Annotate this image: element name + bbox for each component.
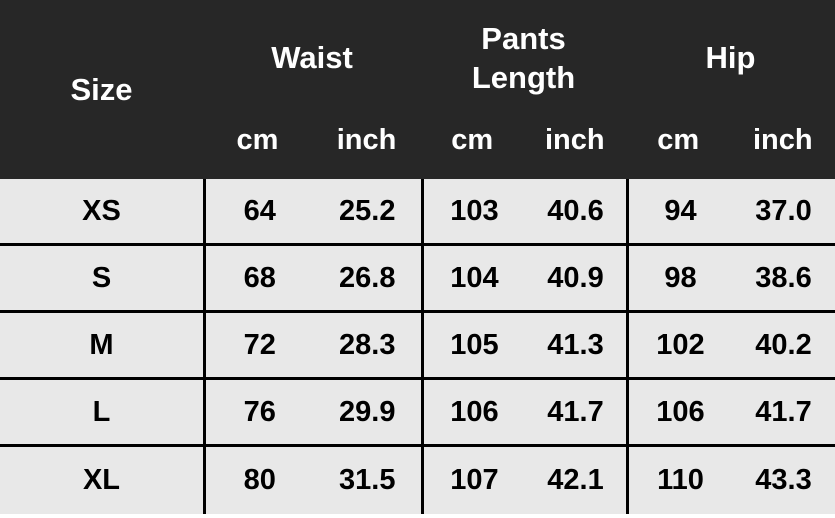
value-cell: 40.2 bbox=[755, 328, 812, 361]
unit-header-waist-cm: cm bbox=[236, 123, 279, 156]
unit-header-pants-inch: inch bbox=[544, 123, 605, 156]
measure-value-group: 76 29.9 bbox=[203, 380, 421, 444]
value-cell: 110 bbox=[657, 464, 704, 496]
value-cell: 105 bbox=[450, 328, 499, 361]
value-cell: 64 bbox=[243, 194, 276, 227]
measure-value-group: 64 25.2 bbox=[203, 179, 421, 243]
value-cell: 43.3 bbox=[755, 464, 812, 496]
value-cell: 40.6 bbox=[547, 194, 604, 227]
unit-header-hip-cm: cm bbox=[657, 123, 700, 156]
unit-header-pants-cm: cm bbox=[451, 123, 494, 156]
value-cell: 37.0 bbox=[755, 194, 812, 227]
measure-value-group: 107 42.1 bbox=[421, 447, 626, 514]
table-row: M 72 28.3 105 41.3 102 40.2 bbox=[0, 313, 835, 380]
table-row: XS 64 25.2 103 40.6 94 37.0 bbox=[0, 179, 835, 246]
value-cell: 38.6 bbox=[755, 261, 812, 294]
table-row: L 76 29.9 106 41.7 106 41.7 bbox=[0, 380, 835, 447]
measure-value-group: 106 41.7 bbox=[626, 380, 835, 444]
value-cell: 40.9 bbox=[547, 261, 604, 294]
value-cell: 98 bbox=[664, 261, 697, 294]
value-cell: 106 bbox=[450, 395, 499, 428]
column-header-pants-length: Pants Length bbox=[471, 20, 576, 95]
value-cell: 25.2 bbox=[339, 194, 396, 227]
value-cell: 72 bbox=[243, 328, 276, 361]
value-cell: 102 bbox=[656, 328, 705, 361]
value-cell: 41.7 bbox=[755, 395, 812, 428]
measure-value-group: 72 28.3 bbox=[203, 313, 421, 377]
measure-value-group: 102 40.2 bbox=[626, 313, 835, 377]
measure-value-group: 110 43.3 bbox=[626, 447, 835, 514]
value-cell: 103 bbox=[450, 194, 499, 227]
bottom-crop-strip bbox=[0, 514, 835, 518]
value-cell: 68 bbox=[243, 261, 276, 294]
size-label-cell: XS bbox=[82, 194, 121, 227]
value-cell: 42.1 bbox=[547, 464, 604, 496]
measure-value-group: 103 40.6 bbox=[421, 179, 626, 243]
value-cell: 80 bbox=[243, 464, 276, 496]
value-cell: 26.8 bbox=[339, 261, 396, 294]
column-group-pants-length: Pants Length cm inch bbox=[421, 0, 626, 179]
value-cell: 104 bbox=[450, 261, 499, 294]
value-cell: 76 bbox=[243, 395, 276, 428]
value-cell: 28.3 bbox=[339, 328, 396, 361]
column-header-hip: Hip bbox=[705, 40, 756, 76]
value-cell: 107 bbox=[450, 464, 499, 496]
measure-value-group: 98 38.6 bbox=[626, 246, 835, 310]
value-cell: 41.7 bbox=[547, 395, 604, 428]
value-cell: 94 bbox=[664, 194, 697, 227]
table-header: Size Waist cm inch Pants Length cm inch … bbox=[0, 0, 835, 179]
value-cell: 29.9 bbox=[339, 395, 396, 428]
unit-header-waist-inch: inch bbox=[336, 123, 397, 156]
size-label-cell: XL bbox=[82, 464, 121, 496]
column-header-waist: Waist bbox=[271, 40, 353, 76]
measure-value-group: 68 26.8 bbox=[203, 246, 421, 310]
size-label-cell: L bbox=[92, 395, 111, 428]
measure-value-group: 80 31.5 bbox=[203, 447, 421, 514]
size-label-cell: M bbox=[89, 328, 114, 361]
column-group-hip: Hip cm inch bbox=[626, 0, 835, 179]
column-group-waist: Waist cm inch bbox=[203, 0, 421, 179]
value-cell: 41.3 bbox=[547, 328, 604, 361]
table-body: XS 64 25.2 103 40.6 94 37.0 S 68 26.8 104 40.9 98 38.… bbox=[0, 179, 835, 514]
value-cell: 106 bbox=[656, 395, 705, 428]
measure-value-group: 105 41.3 bbox=[421, 313, 626, 377]
value-cell: 31.5 bbox=[339, 464, 396, 496]
table-row: XL 80 31.5 107 42.1 110 43.3 bbox=[0, 447, 835, 514]
measure-value-group: 94 37.0 bbox=[626, 179, 835, 243]
table-row: S 68 26.8 104 40.9 98 38.6 bbox=[0, 246, 835, 313]
measure-value-group: 104 40.9 bbox=[421, 246, 626, 310]
unit-header-hip-inch: inch bbox=[752, 123, 813, 156]
measure-value-group: 106 41.7 bbox=[421, 380, 626, 444]
column-header-size: Size bbox=[70, 71, 133, 107]
size-label-cell: S bbox=[91, 261, 112, 294]
